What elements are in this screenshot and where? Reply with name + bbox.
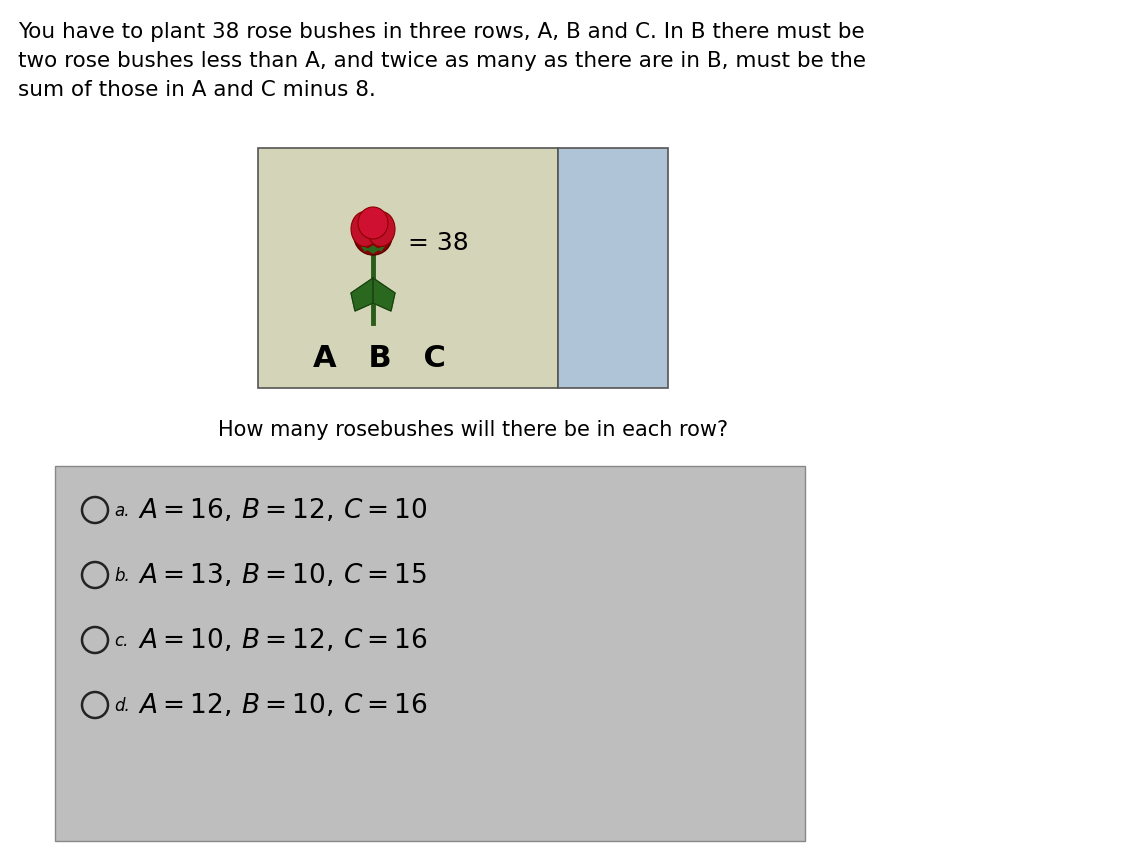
- Text: a.: a.: [114, 502, 129, 520]
- Text: A   B   C: A B C: [313, 344, 446, 373]
- Text: $\mathit{A} = 12,\,\mathit{B} = 10,\,\mathit{C} = 16$: $\mathit{A} = 12,\,\mathit{B} = 10,\,\ma…: [138, 692, 428, 718]
- Text: You have to plant 38 rose bushes in three rows, A, B and C. In B there must be
t: You have to plant 38 rose bushes in thre…: [18, 22, 866, 99]
- Bar: [557, 148, 668, 388]
- Text: $\mathit{A} = 13,\,\mathit{B} = 10,\,\mathit{C} = 15$: $\mathit{A} = 13,\,\mathit{B} = 10,\,\ma…: [138, 562, 427, 588]
- Ellipse shape: [351, 211, 380, 246]
- Bar: [56, 466, 806, 841]
- Bar: [258, 148, 557, 388]
- Text: $\mathit{A} = 16,\,\mathit{B} = 12,\,\mathit{C} = 10$: $\mathit{A} = 16,\,\mathit{B} = 12,\,\ma…: [138, 497, 427, 523]
- Polygon shape: [373, 278, 395, 311]
- Polygon shape: [351, 278, 373, 311]
- Text: c.: c.: [114, 632, 128, 650]
- Text: $\mathit{A} = 10,\,\mathit{B} = 12,\,\mathit{C} = 16$: $\mathit{A} = 10,\,\mathit{B} = 12,\,\ma…: [138, 627, 428, 653]
- Ellipse shape: [367, 211, 395, 246]
- Polygon shape: [361, 245, 385, 253]
- Text: b.: b.: [114, 567, 130, 585]
- Ellipse shape: [358, 207, 387, 239]
- Ellipse shape: [353, 217, 392, 255]
- Text: = 38: = 38: [408, 231, 469, 255]
- Text: How many rosebushes will there be in each row?: How many rosebushes will there be in eac…: [218, 420, 729, 440]
- Text: d.: d.: [114, 697, 130, 715]
